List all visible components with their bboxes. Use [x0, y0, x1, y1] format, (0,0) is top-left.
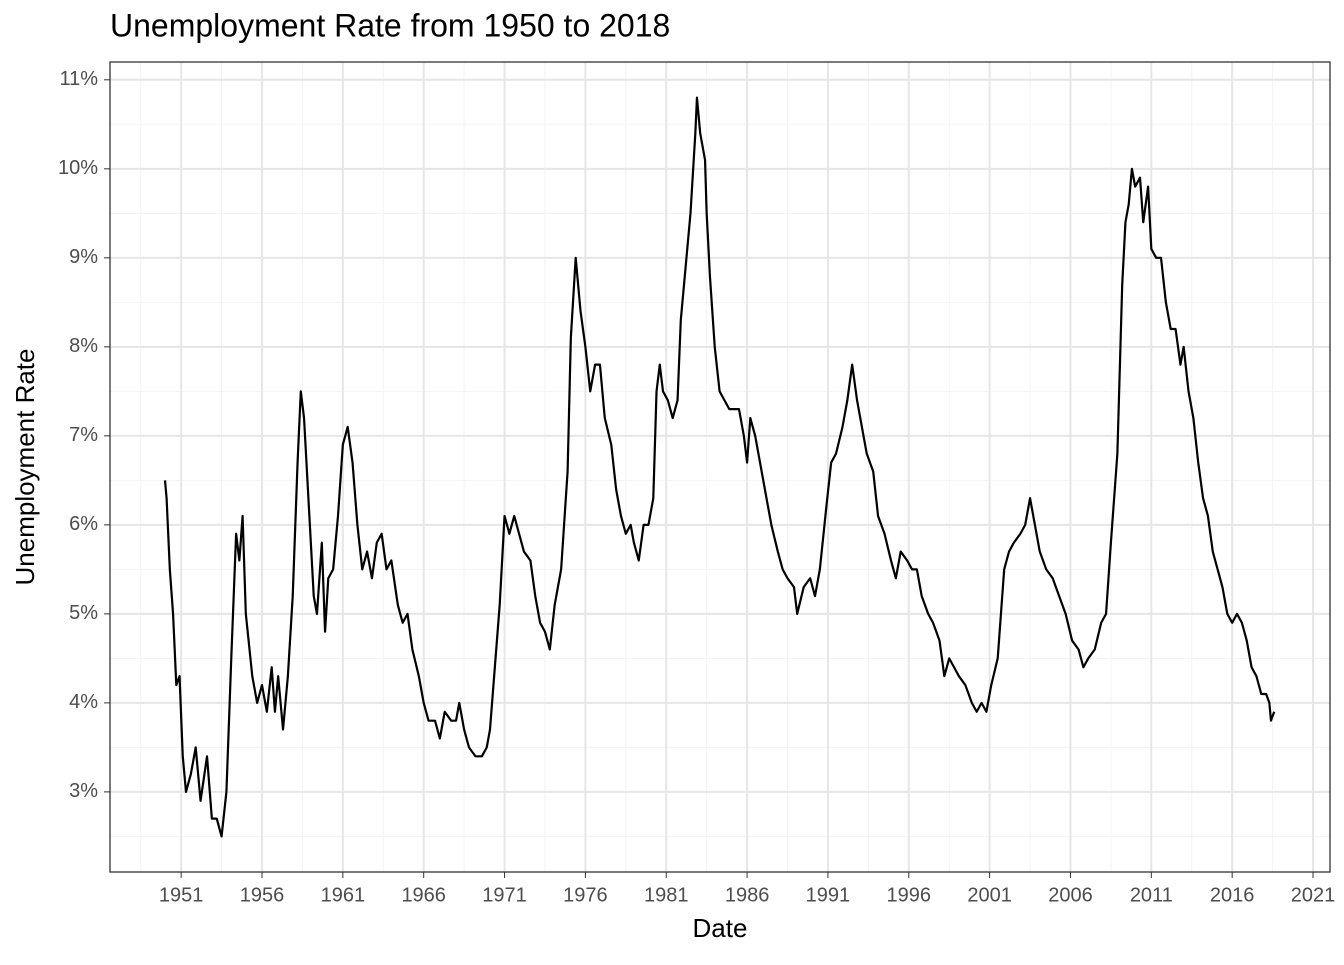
- x-tick-label: 1996: [887, 884, 932, 906]
- x-tick-label: 1976: [563, 884, 608, 906]
- y-tick-label: 7%: [69, 424, 98, 446]
- x-tick-label: 2021: [1291, 884, 1336, 906]
- y-axis-label: Unemployment Rate: [10, 349, 40, 586]
- y-tick-label: 10%: [58, 157, 98, 179]
- y-tick-label: 9%: [69, 246, 98, 268]
- y-tick-label: 4%: [69, 691, 98, 713]
- x-tick-label: 1981: [644, 884, 689, 906]
- y-tick-label: 5%: [69, 602, 98, 624]
- chart-title: Unemployment Rate from 1950 to 2018: [110, 7, 670, 43]
- y-tick-label: 3%: [69, 780, 98, 802]
- y-tick-label: 8%: [69, 335, 98, 357]
- plot-border: [109, 61, 1331, 873]
- x-tick-label: 1961: [321, 884, 366, 906]
- x-tick-label: 2001: [967, 884, 1012, 906]
- y-tick-label: 11%: [59, 68, 98, 90]
- x-tick-label: 1951: [159, 884, 204, 906]
- x-tick-label: 2016: [1210, 884, 1255, 906]
- x-tick-label: 2006: [1048, 884, 1093, 906]
- x-tick-label: 1956: [240, 884, 285, 906]
- x-tick-label: 1986: [725, 884, 770, 906]
- x-tick-label: 2011: [1130, 884, 1173, 906]
- data-line: [163, 96, 1276, 838]
- x-axis-label: Date: [693, 913, 748, 943]
- x-tick-label: 1991: [806, 884, 851, 906]
- y-tick-label: 6%: [69, 513, 98, 535]
- x-tick-label: 1971: [482, 884, 527, 906]
- x-tick-label: 1966: [401, 884, 446, 906]
